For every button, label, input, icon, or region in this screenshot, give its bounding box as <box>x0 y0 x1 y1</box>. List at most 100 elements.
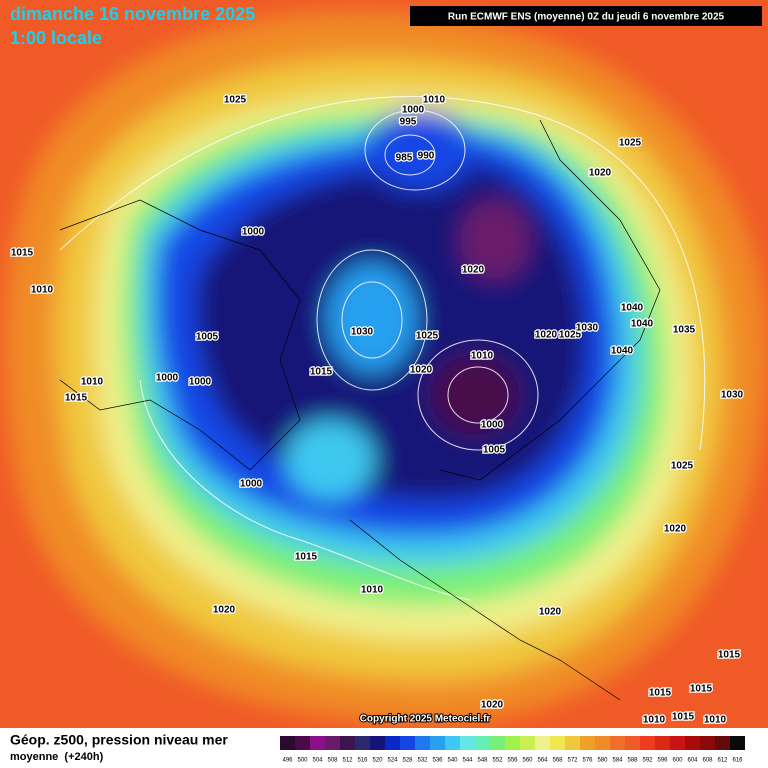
scale-swatch <box>280 736 295 750</box>
isobar-label: 1020 <box>481 700 504 711</box>
scale-swatch <box>400 736 415 750</box>
scale-swatch <box>370 736 385 750</box>
isobar-label: 1030 <box>351 327 374 338</box>
isobar-label: 1025 <box>224 95 247 106</box>
scale-label: 532 <box>417 758 428 764</box>
scale-label: 588 <box>627 758 638 764</box>
run-box <box>410 6 762 26</box>
scale-swatch <box>355 736 370 750</box>
scale-swatch <box>430 736 445 750</box>
isobar-label: 1030 <box>576 323 599 334</box>
scale-swatch <box>385 736 400 750</box>
scale-swatch <box>655 736 670 750</box>
scale-swatch <box>340 736 355 750</box>
isobar-label: 1005 <box>483 445 506 456</box>
isobar-label: 1025 <box>416 331 439 342</box>
scale-label: 592 <box>642 758 653 764</box>
coastlines <box>59 119 661 701</box>
scale-swatch <box>475 736 490 750</box>
scale-label: 560 <box>522 758 533 764</box>
isobar-labels: 1025 1010 1000 995 985 990 1025 1020 1000 1015 101… <box>10 93 745 727</box>
isobar-label: 1040 <box>611 346 634 357</box>
scale-label: 600 <box>672 758 683 764</box>
isobar-label: 1000 <box>481 420 504 431</box>
isobar-label: 1010 <box>361 585 384 596</box>
scale-label: 584 <box>612 758 623 764</box>
subtitle: 1:00 locale <box>10 28 102 48</box>
scale-label: 576 <box>582 758 593 764</box>
isobar-label: 1010 <box>81 377 104 388</box>
scale-label: 616 <box>732 758 743 764</box>
scale-swatch <box>580 736 595 750</box>
scale-label: 552 <box>492 758 503 764</box>
isobar-label: 1000 <box>240 479 263 490</box>
isobar-label: 1020 <box>535 330 558 341</box>
isobar-label: 1000 <box>242 227 265 238</box>
isobar-label: 1035 <box>673 325 696 336</box>
scale-label: 568 <box>552 758 563 764</box>
scale-label: 608 <box>702 758 713 764</box>
footer-subtitle: moyenne (+240h) <box>10 751 104 763</box>
scale-swatch <box>550 736 565 750</box>
isobar-label: 990 <box>418 151 435 162</box>
scale-swatch <box>505 736 520 750</box>
isobar-label: 1015 <box>295 552 318 563</box>
scale-label: 508 <box>327 758 338 764</box>
isobar-label: 1010 <box>643 715 666 726</box>
title: dimanche 16 novembre 2025 <box>10 4 255 24</box>
isobar-label: 1020 <box>213 605 236 616</box>
scale-label: 500 <box>297 758 308 764</box>
scale-swatch <box>490 736 505 750</box>
isobar-label: 1010 <box>704 715 727 726</box>
isobar-label: 1010 <box>471 351 494 362</box>
scale-swatch <box>640 736 655 750</box>
scale-label: 612 <box>717 758 728 764</box>
scale-swatch <box>595 736 610 750</box>
isobar-label: 1000 <box>189 377 212 388</box>
scale-label: 496 <box>282 758 293 764</box>
scale-label: 524 <box>387 758 398 764</box>
scale-swatch <box>715 736 730 750</box>
isobar-label: 1015 <box>649 688 672 699</box>
isobar-label: 1015 <box>672 712 695 723</box>
isobar-label: 1020 <box>410 365 433 376</box>
isobar-label: 1015 <box>11 248 34 259</box>
isobar-label: 995 <box>400 117 417 128</box>
scale-swatch <box>685 736 700 750</box>
isobar-label: 1025 <box>619 138 642 149</box>
scale-label: 536 <box>432 758 443 764</box>
scale-label: 548 <box>477 758 488 764</box>
scale-swatch <box>730 736 745 750</box>
scale-swatch <box>325 736 340 750</box>
color-scale: 496 500 504 508 512 516 520 524 528 532 536 540 544 5… <box>280 736 745 764</box>
scale-label: 504 <box>312 758 323 764</box>
isobar-label: 1020 <box>462 265 485 276</box>
isobar-label: 1015 <box>690 684 713 695</box>
scale-label: 540 <box>447 758 458 764</box>
isobar-label: 1015 <box>65 393 88 404</box>
isobar-label: 1020 <box>664 524 687 535</box>
scale-label: 520 <box>372 758 383 764</box>
scale-swatch <box>565 736 580 750</box>
scale-swatch <box>670 736 685 750</box>
scale-label: 516 <box>357 758 368 764</box>
isobar-label: 1010 <box>423 95 446 106</box>
isobar-label: 985 <box>396 153 413 164</box>
isobar-label: 1025 <box>671 461 694 472</box>
footer-title: Géop. z500, pression niveau mer <box>10 732 228 748</box>
scale-swatch <box>310 736 325 750</box>
scale-label: 596 <box>657 758 668 764</box>
copyright: Copyright 2025 Meteociel.fr <box>360 714 491 725</box>
isobar-label: 1015 <box>310 367 333 378</box>
isobars <box>59 96 706 601</box>
scale-label: 556 <box>507 758 518 764</box>
scale-swatch <box>625 736 640 750</box>
scale-label: 512 <box>342 758 353 764</box>
isobar-label: 1030 <box>721 390 744 401</box>
scale-swatch <box>700 736 715 750</box>
scale-swatch <box>295 736 310 750</box>
scale-swatch <box>445 736 460 750</box>
scale-label: 604 <box>687 758 698 764</box>
